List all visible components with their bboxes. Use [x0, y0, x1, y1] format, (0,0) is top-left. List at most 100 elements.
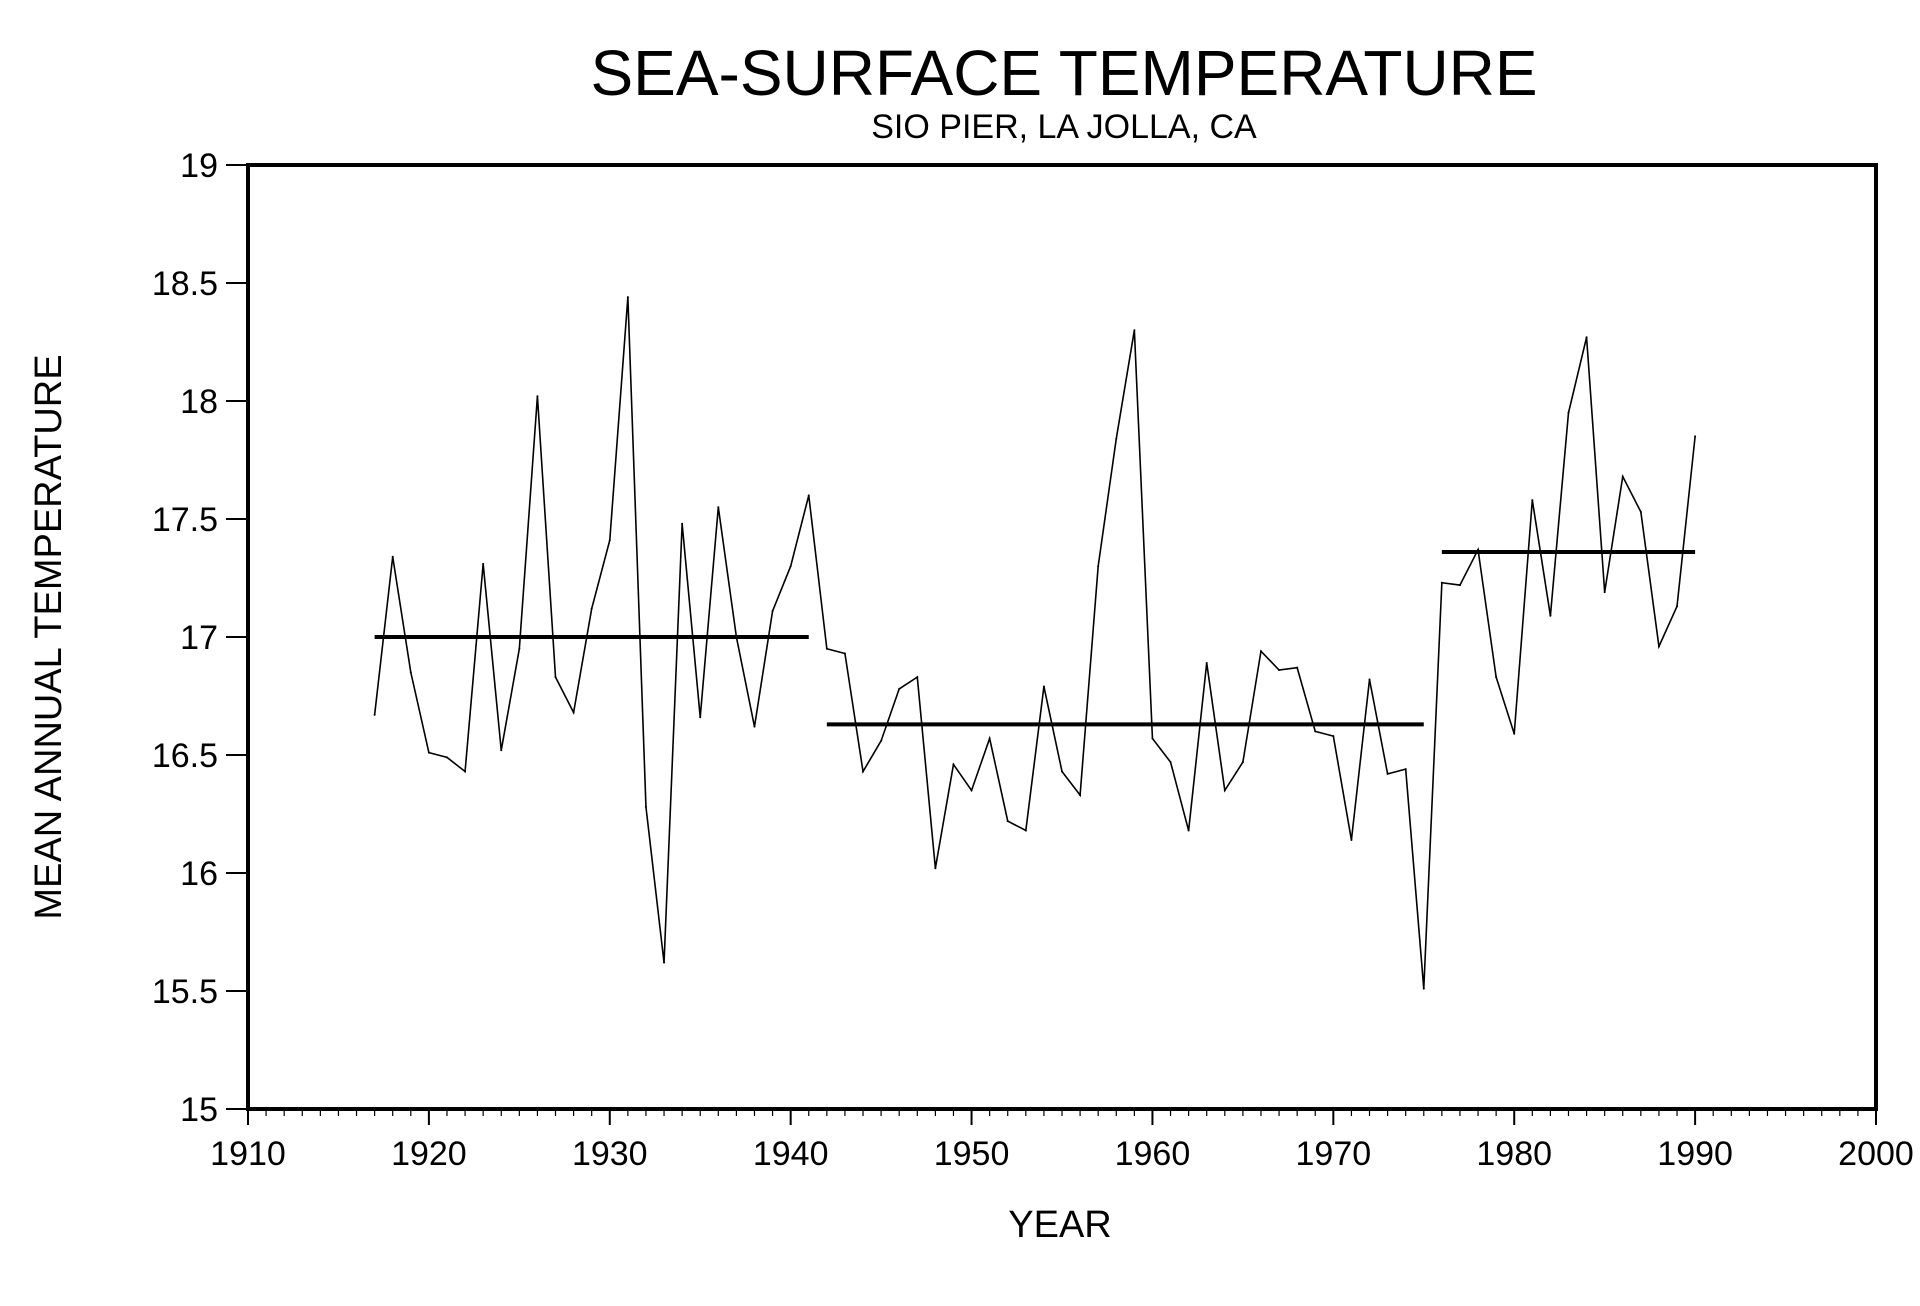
data-point	[644, 805, 647, 808]
data-point	[663, 961, 666, 964]
y-tick-label: 17	[180, 619, 218, 657]
data-point	[1079, 794, 1082, 797]
x-axis: 1910 1920 1930 1940 1950 1960 1970 1980 1990 2000	[210, 1109, 1914, 1173]
data-point	[482, 562, 485, 565]
data-point	[1458, 584, 1461, 587]
x-tick-label: 1980	[1476, 1135, 1552, 1173]
data-point	[916, 676, 919, 679]
data-point	[1024, 829, 1027, 832]
data-point	[1567, 411, 1570, 414]
data-point	[753, 725, 756, 728]
x-tick-label: 1970	[1296, 1135, 1372, 1173]
data-point	[1187, 829, 1190, 832]
data-point	[952, 763, 955, 766]
data-point	[1278, 669, 1281, 672]
y-tick-label: 18.5	[152, 265, 218, 303]
x-tick-label: 1960	[1115, 1135, 1191, 1173]
x-tick-label: 1930	[572, 1135, 648, 1173]
data-point	[862, 770, 865, 773]
series-layer	[373, 296, 1697, 990]
data-point	[1169, 761, 1172, 764]
data-point	[1404, 768, 1407, 771]
data-point	[1422, 987, 1425, 990]
data-point	[1151, 737, 1154, 740]
data-point	[1332, 735, 1335, 738]
data-point	[1621, 475, 1624, 478]
data-point	[1296, 666, 1299, 669]
chart-subtitle: SIO PIER, LA JOLLA, CA	[871, 108, 1257, 146]
y-axis: 15 15.5 16 16.5 17 17.5 18 18.5 19	[152, 147, 248, 1129]
temperature-series-line	[373, 297, 1696, 989]
data-point	[825, 647, 828, 650]
data-point	[1097, 565, 1100, 568]
data-point	[626, 296, 629, 299]
y-tick-label: 19	[180, 147, 218, 185]
data-point	[1006, 820, 1009, 823]
data-point	[1585, 336, 1588, 339]
y-tick-label: 16	[180, 855, 218, 893]
data-point	[1061, 770, 1063, 773]
data-point	[1513, 732, 1516, 735]
data-point	[1241, 761, 1244, 764]
data-point	[898, 687, 901, 690]
data-point	[1495, 676, 1498, 679]
y-tick-label: 17.5	[152, 501, 218, 539]
x-tick-label: 1940	[753, 1135, 829, 1173]
x-axis-title: YEAR	[1008, 1204, 1111, 1246]
data-point	[445, 756, 448, 759]
data-point	[1440, 581, 1443, 584]
data-point	[409, 671, 412, 674]
x-tick-label: 1910	[210, 1135, 286, 1173]
data-point	[427, 751, 430, 754]
y-tick-label: 15	[180, 1091, 218, 1129]
x-tick-label: 1990	[1657, 1135, 1733, 1173]
data-point	[1603, 591, 1606, 594]
data-point	[1531, 499, 1534, 502]
x-tick-label: 2000	[1838, 1135, 1914, 1173]
data-point	[500, 749, 503, 752]
data-point	[1133, 329, 1136, 332]
data-point	[572, 711, 575, 714]
y-tick-label: 15.5	[152, 973, 218, 1011]
y-tick-label: 18	[180, 383, 218, 421]
data-point	[807, 494, 810, 497]
x-tick-label: 1920	[391, 1135, 467, 1173]
data-point	[1350, 838, 1353, 841]
data-point	[843, 652, 846, 655]
data-point	[970, 789, 973, 792]
data-point	[1676, 605, 1679, 608]
data-point	[1657, 645, 1660, 648]
data-point	[1314, 730, 1317, 733]
data-point	[1115, 437, 1118, 440]
data-point	[934, 867, 937, 870]
data-point	[1205, 661, 1208, 664]
data-point	[590, 607, 593, 610]
data-point	[373, 713, 376, 716]
data-point	[518, 647, 521, 650]
data-point	[1694, 435, 1697, 438]
data-point	[789, 565, 792, 568]
data-point	[880, 739, 883, 742]
y-axis-title: MEAN ANNUAL TEMPERATURE	[28, 354, 70, 919]
data-point	[988, 737, 991, 740]
data-point	[1223, 789, 1226, 792]
data-point	[536, 395, 539, 398]
data-point	[1368, 678, 1371, 681]
data-point	[1386, 772, 1389, 775]
data-point	[608, 539, 611, 542]
data-point	[1549, 614, 1552, 617]
mean-lines	[374, 550, 1696, 727]
data-point	[464, 770, 467, 773]
data-point	[391, 555, 394, 558]
data-point	[1042, 685, 1045, 688]
chart-title: SEA-SURFACE TEMPERATURE	[590, 37, 1537, 109]
x-tick-label: 1950	[934, 1135, 1010, 1173]
data-point	[771, 610, 774, 613]
y-tick-label: 16.5	[152, 737, 218, 775]
data-point	[1259, 650, 1262, 653]
data-point	[699, 716, 702, 719]
data-point	[554, 676, 557, 679]
data-point	[681, 522, 684, 525]
data-point	[717, 506, 720, 509]
